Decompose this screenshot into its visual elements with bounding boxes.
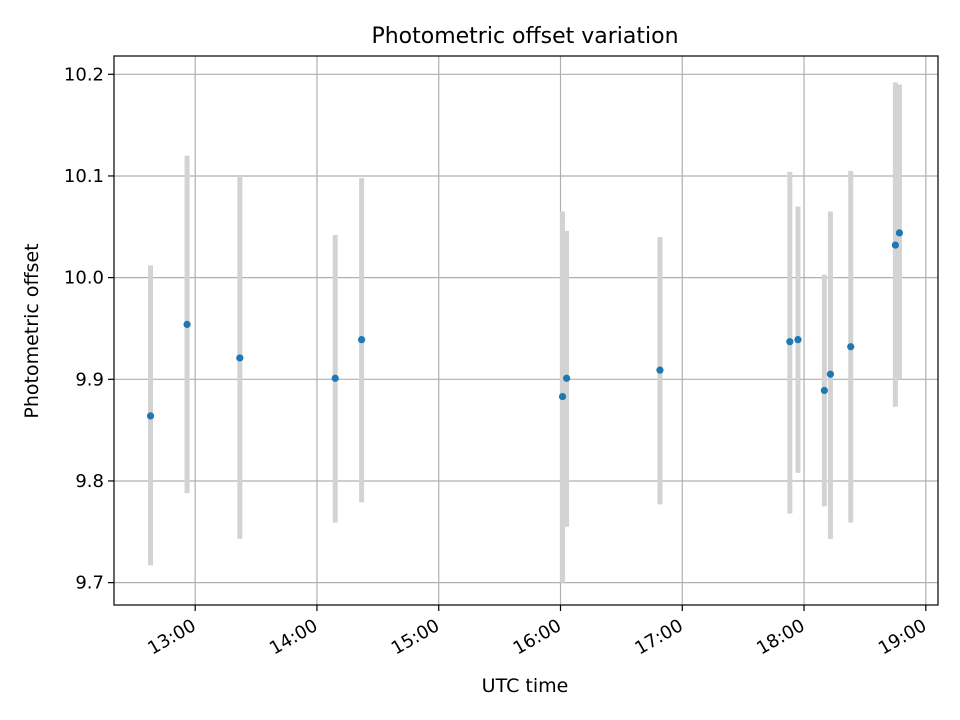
y-tick-label: 9.8 [75,471,104,492]
data-point [786,338,794,346]
data-point [847,343,855,351]
y-tick-label: 10.0 [64,268,104,289]
data-point [826,370,835,378]
data-point [794,336,802,344]
data-point [558,392,567,401]
data-point [358,336,366,344]
data-point [895,229,904,237]
data-point [562,374,571,382]
data-point [236,354,244,362]
plot-area: 13:00 14:00 15:00 16:00 17:00 18:00 19:009.79.… [64,55,939,659]
y-tick-label: 9.9 [75,369,104,390]
data-point [331,374,339,382]
data-point [820,386,828,395]
chart-title: Photometric offset variation [371,24,678,49]
y-axis-label: Photometric offset [21,243,43,418]
y-tick-label: 9.7 [75,573,104,594]
data-point [183,320,191,328]
y-tick-label: 10.2 [64,64,104,85]
data-point [891,241,899,249]
y-tick-label: 10.1 [64,166,104,187]
axes-frame [113,55,939,606]
x-axis-label: UTC time [482,675,569,697]
data-point [656,366,664,374]
data-point [146,412,155,420]
